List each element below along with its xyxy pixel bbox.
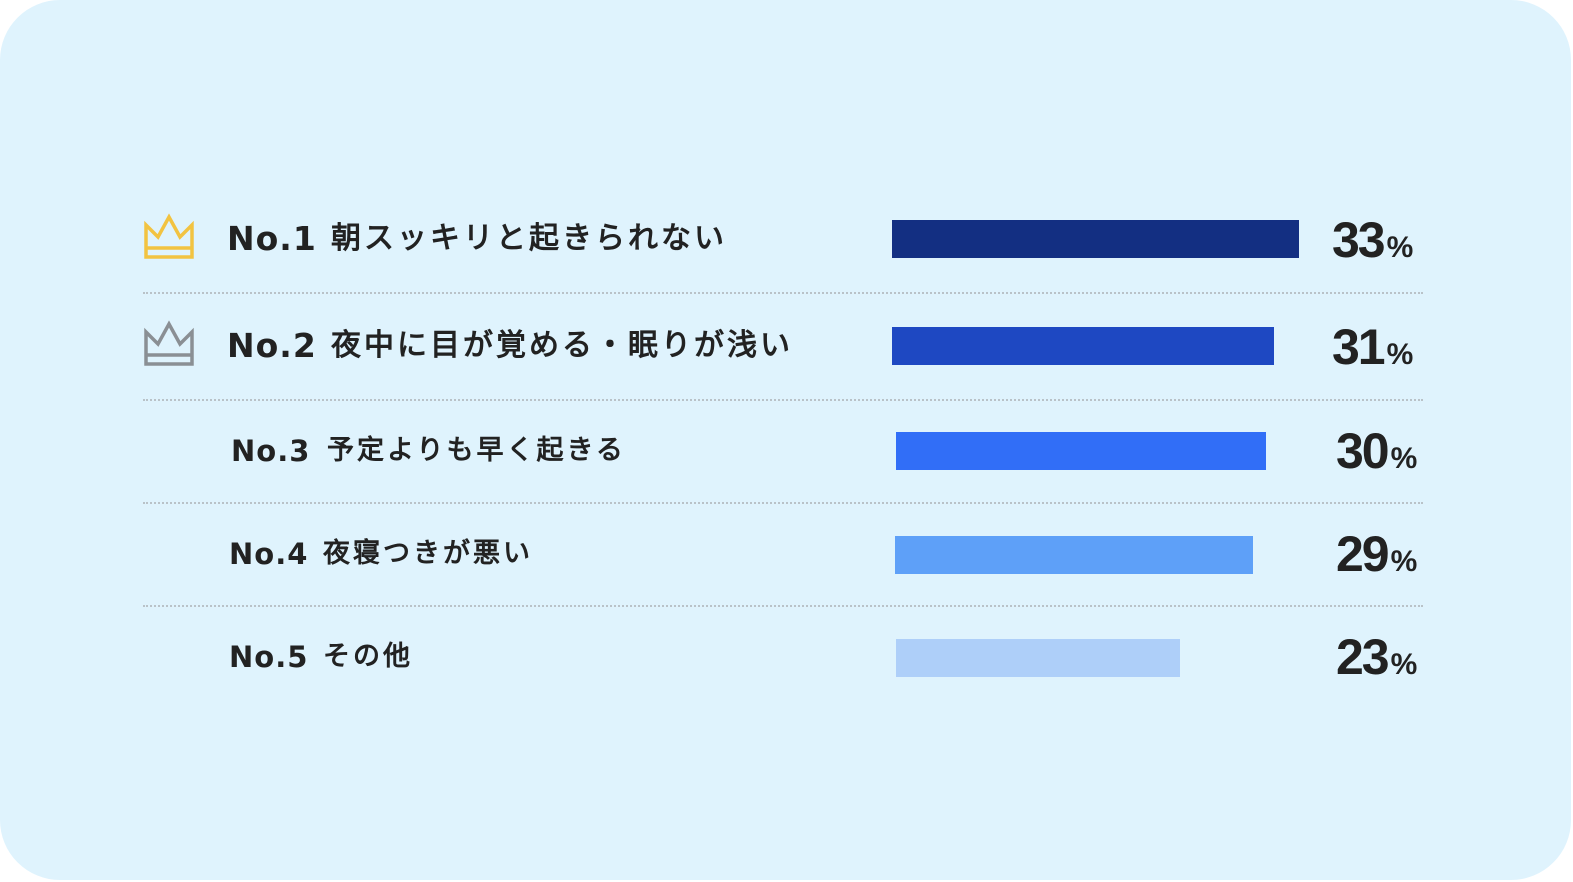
value-label-3: 30% (1336, 423, 1417, 492)
value-unit: % (1390, 545, 1418, 578)
value-number: 29 (1336, 526, 1390, 582)
rank-label: No.1 (227, 219, 317, 258)
value-number: 31 (1332, 319, 1386, 375)
rank-label: No.4 (229, 537, 309, 571)
ranking-row-2: No.2 夜中に目が覚める・眠りが浅い (143, 316, 1423, 376)
bar-1 (892, 220, 1299, 258)
value-unit: % (1386, 231, 1414, 264)
value-unit: % (1390, 648, 1418, 681)
value-unit: % (1386, 338, 1414, 371)
value-number: 33 (1332, 212, 1386, 268)
bar-3 (896, 432, 1266, 470)
value-label-2: 31% (1332, 319, 1413, 388)
bar-2 (892, 327, 1274, 365)
ranking-row-4: No.4 夜寝つきが悪い (143, 524, 1423, 584)
rank-label: No.3 (231, 434, 311, 468)
category-label: 予定よりも早く起きる (327, 435, 626, 466)
ranking-row-5: No.5 その他 (143, 627, 1423, 687)
gold-crown-icon (144, 213, 194, 259)
value-number: 23 (1336, 629, 1390, 685)
category-label: 夜寝つきが悪い (323, 538, 533, 569)
silver-crown-icon (144, 320, 194, 366)
row-divider (143, 605, 1423, 607)
bar-5 (896, 639, 1180, 677)
row-divider (143, 502, 1423, 504)
ranking-row-3: No.3 予定よりも早く起きる (143, 421, 1423, 481)
value-label-4: 29% (1336, 526, 1417, 595)
row-divider (143, 399, 1423, 401)
category-label: 夜中に目が覚める・眠りが浅い (331, 328, 793, 363)
value-number: 30 (1336, 423, 1390, 479)
ranking-row-1: No.1 朝スッキリと起きられない (143, 209, 1423, 269)
value-label-1: 33% (1332, 212, 1413, 281)
value-unit: % (1390, 442, 1418, 475)
bar-4 (895, 536, 1253, 574)
category-label: その他 (323, 641, 413, 672)
row-divider (143, 292, 1423, 294)
category-label: 朝スッキリと起きられない (331, 221, 727, 256)
value-label-5: 23% (1336, 629, 1417, 698)
rank-label: No.5 (229, 640, 309, 674)
rank-label: No.2 (227, 326, 317, 365)
